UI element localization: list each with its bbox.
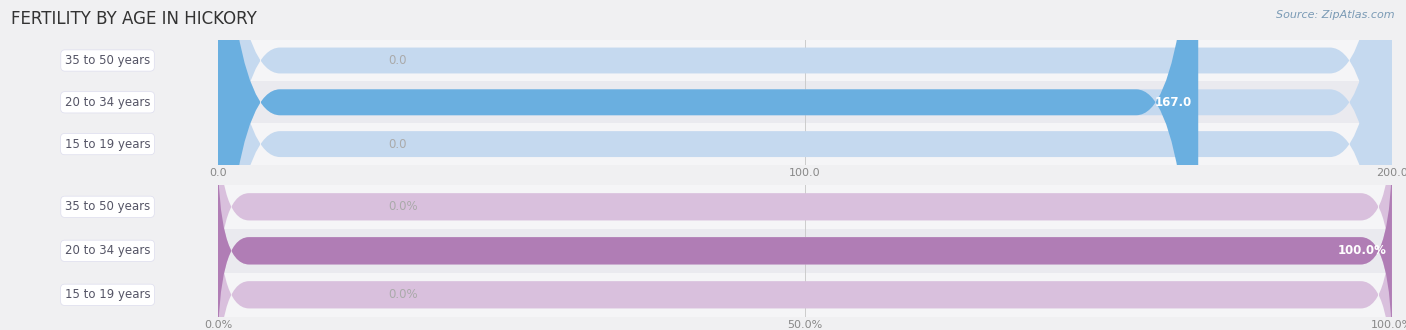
Text: FERTILITY BY AGE IN HICKORY: FERTILITY BY AGE IN HICKORY xyxy=(11,10,257,28)
FancyBboxPatch shape xyxy=(218,0,1392,330)
Text: 167.0: 167.0 xyxy=(1156,96,1192,109)
FancyBboxPatch shape xyxy=(218,104,1392,309)
FancyBboxPatch shape xyxy=(218,0,1198,330)
FancyBboxPatch shape xyxy=(218,192,1392,330)
Bar xyxy=(218,40,1392,82)
Bar xyxy=(218,229,1392,273)
Text: 0.0: 0.0 xyxy=(388,54,406,67)
Text: 35 to 50 years: 35 to 50 years xyxy=(65,200,150,213)
Bar xyxy=(218,273,1392,317)
Text: Source: ZipAtlas.com: Source: ZipAtlas.com xyxy=(1277,10,1395,20)
Text: 20 to 34 years: 20 to 34 years xyxy=(65,96,150,109)
Text: 0.0%: 0.0% xyxy=(388,200,418,213)
Text: 20 to 34 years: 20 to 34 years xyxy=(65,244,150,257)
FancyBboxPatch shape xyxy=(218,0,1392,330)
Text: 0.0%: 0.0% xyxy=(388,288,418,301)
Text: 15 to 19 years: 15 to 19 years xyxy=(65,138,150,150)
FancyBboxPatch shape xyxy=(218,148,1392,330)
Bar xyxy=(218,123,1392,165)
Text: 100.0%: 100.0% xyxy=(1337,244,1386,257)
FancyBboxPatch shape xyxy=(218,0,1392,330)
Text: 0.0: 0.0 xyxy=(388,138,406,150)
Bar xyxy=(218,82,1392,123)
Text: 15 to 19 years: 15 to 19 years xyxy=(65,288,150,301)
FancyBboxPatch shape xyxy=(218,148,1392,330)
Bar xyxy=(218,185,1392,229)
Text: 35 to 50 years: 35 to 50 years xyxy=(65,54,150,67)
